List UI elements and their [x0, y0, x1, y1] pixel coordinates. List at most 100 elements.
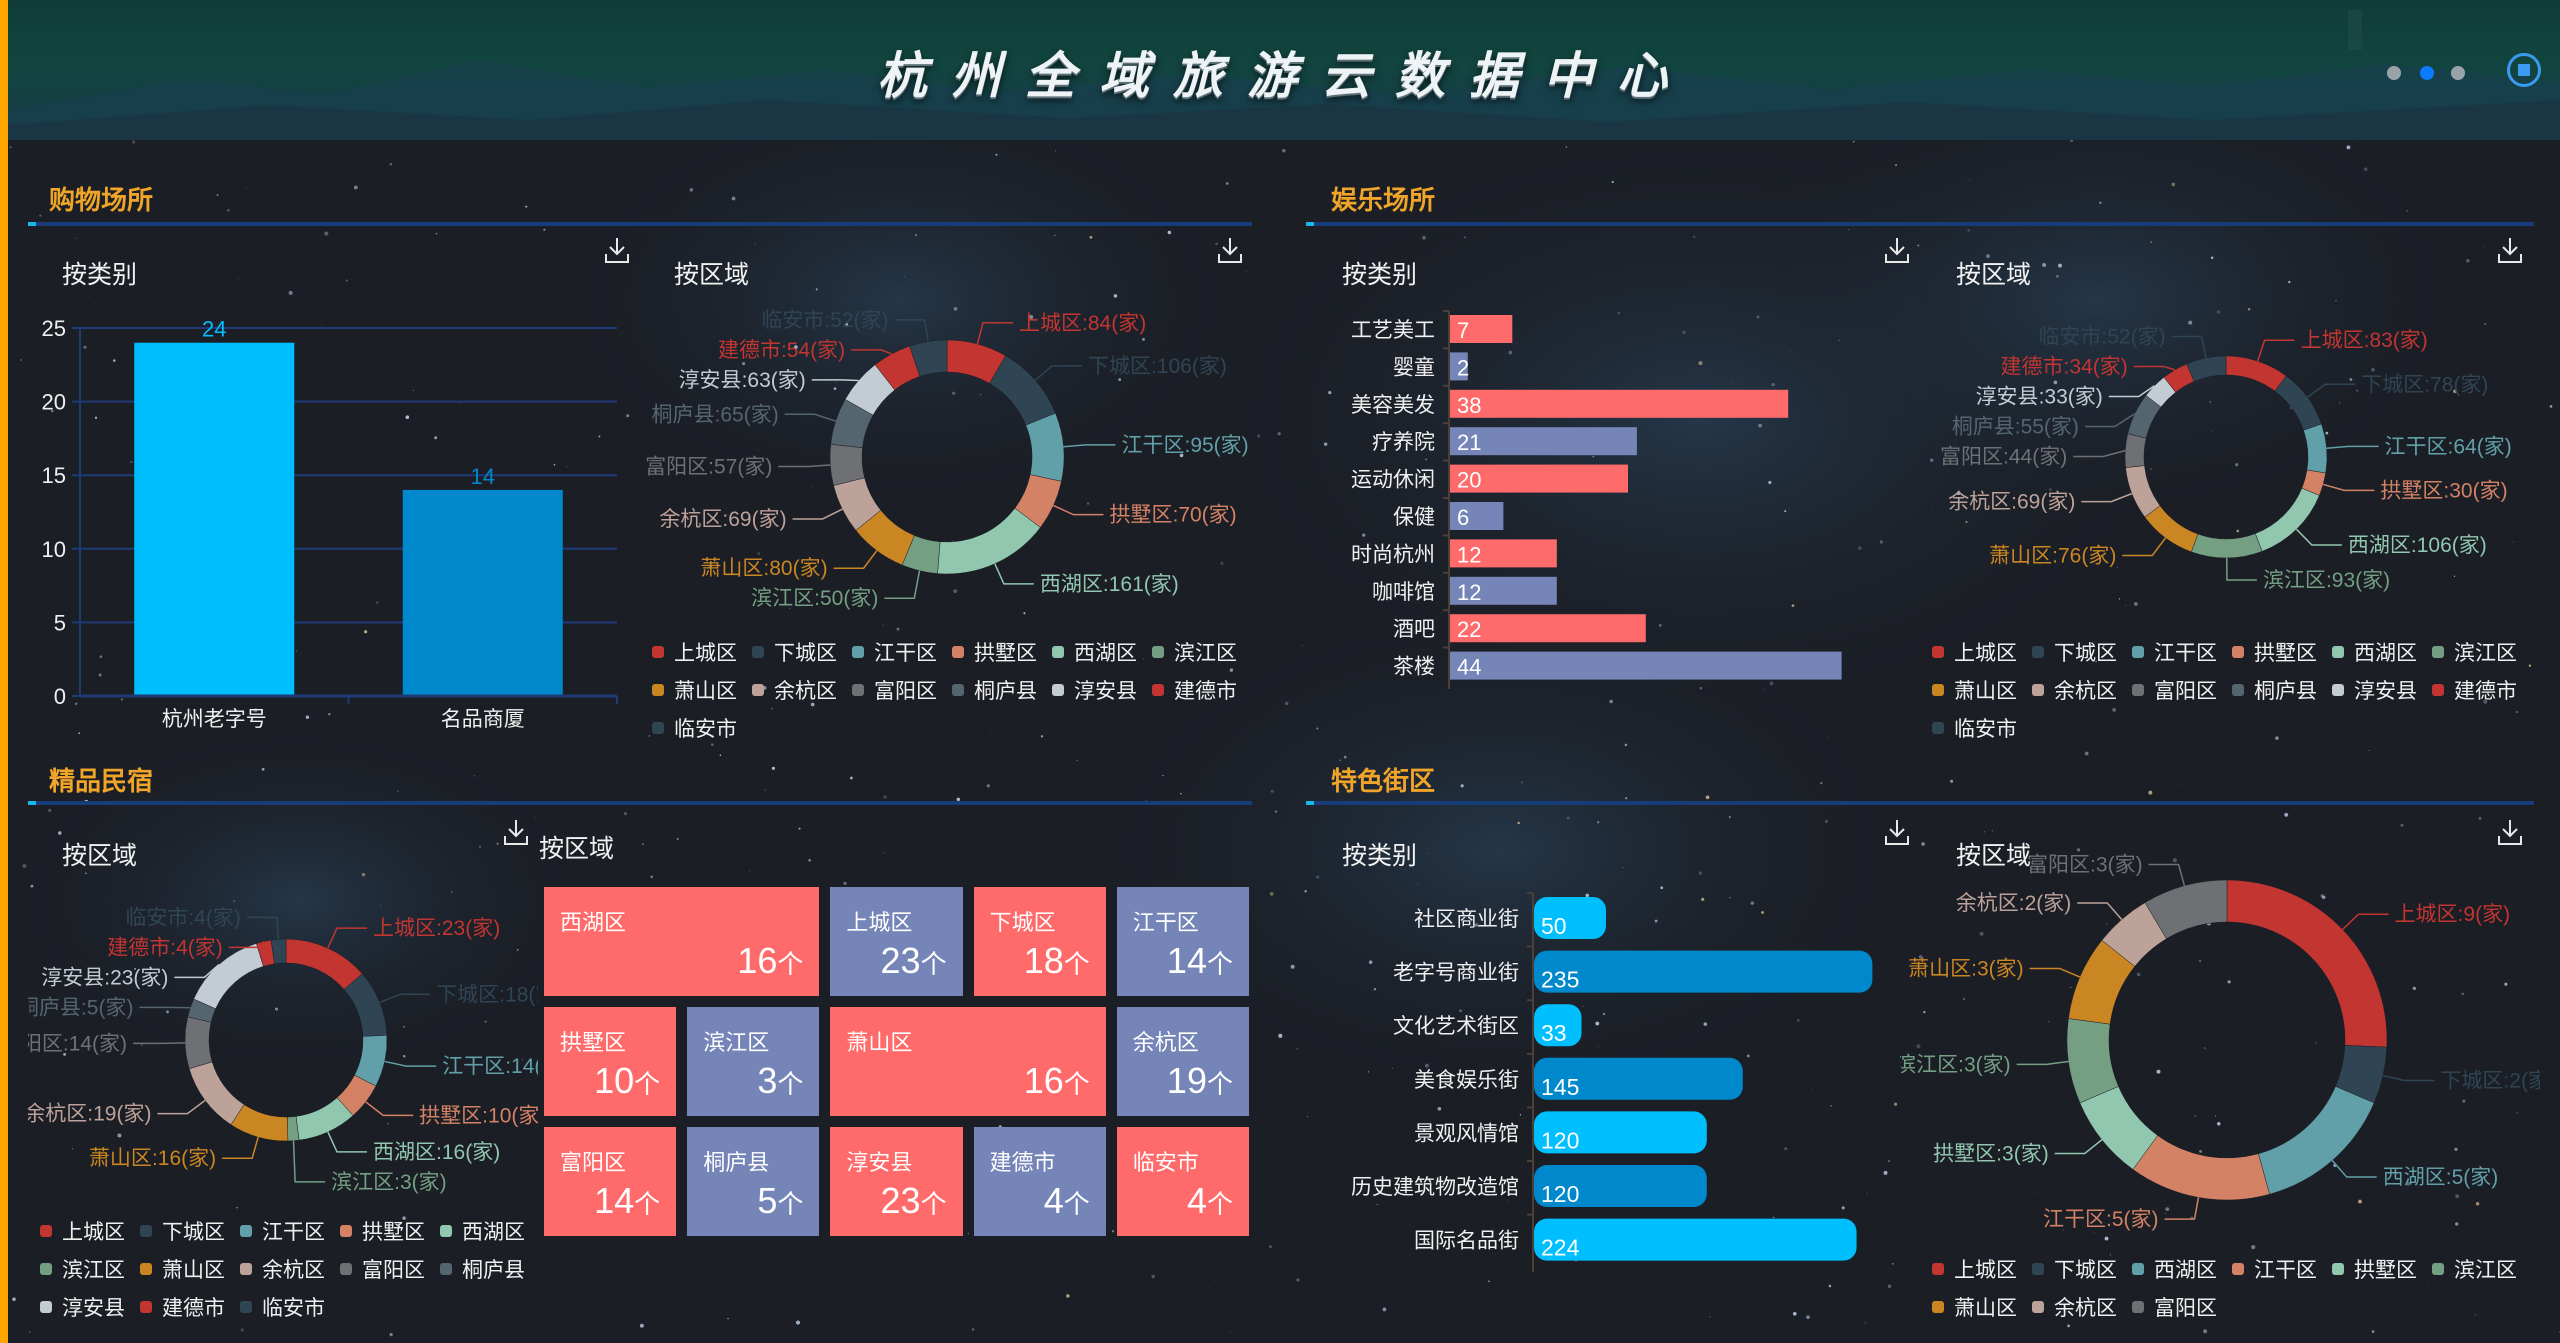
download-button[interactable]: [1884, 236, 1910, 264]
bar[interactable]: [1534, 897, 1606, 939]
bar[interactable]: [402, 489, 563, 696]
legend-item[interactable]: 萧山区: [652, 677, 752, 703]
legend-item[interactable]: 淳安县: [40, 1294, 140, 1320]
download-button[interactable]: [1884, 818, 1910, 846]
legend-item[interactable]: 西湖区: [2132, 1256, 2232, 1282]
treemap-cell[interactable]: 建德市 4个: [973, 1127, 1106, 1236]
legend-item[interactable]: 建德市: [1152, 677, 1252, 703]
bar[interactable]: [1450, 502, 1504, 530]
treemap-cell[interactable]: 桐庐县 5个: [687, 1127, 820, 1236]
legend-item[interactable]: 上城区: [1932, 1256, 2032, 1282]
legend-item[interactable]: 萧山区: [1932, 1294, 2032, 1320]
bar[interactable]: [1534, 1057, 1743, 1100]
legend-item[interactable]: 下城区: [752, 639, 852, 665]
page-dot-3[interactable]: [2451, 66, 2465, 80]
legend-item[interactable]: 富阳区: [2132, 1294, 2232, 1320]
legend-item[interactable]: 西湖区: [1052, 639, 1152, 665]
bar[interactable]: [1534, 1111, 1707, 1154]
donut-slice[interactable]: [2303, 423, 2328, 474]
bar[interactable]: [1450, 464, 1628, 493]
legend-item[interactable]: 西湖区: [440, 1218, 540, 1244]
bar[interactable]: [1450, 352, 1468, 381]
legend-item[interactable]: 桐庐县: [2232, 677, 2332, 703]
donut-slice[interactable]: [2226, 879, 2388, 1048]
autoplay-stop-button[interactable]: [2507, 53, 2541, 87]
treemap-cell[interactable]: 余杭区 19个: [1116, 1007, 1249, 1116]
legend-item[interactable]: 拱墅区: [2232, 639, 2332, 665]
legend-item[interactable]: 下城区: [2032, 1256, 2132, 1282]
donut-slice[interactable]: [2144, 505, 2199, 553]
legend-item[interactable]: 江干区: [852, 639, 952, 665]
treemap-cell[interactable]: 上城区 23个: [830, 887, 963, 996]
legend-item[interactable]: 滨江区: [1152, 639, 1252, 665]
legend-item[interactable]: 桐庐县: [952, 677, 1052, 703]
legend-item[interactable]: 萧山区: [140, 1256, 240, 1282]
legend-item[interactable]: 富阳区: [852, 677, 952, 703]
bar[interactable]: [1534, 950, 1873, 993]
donut-slice[interactable]: [2144, 879, 2228, 940]
legend-item[interactable]: 上城区: [40, 1218, 140, 1244]
legend-item[interactable]: 江干区: [240, 1218, 340, 1244]
bar[interactable]: [1450, 576, 1557, 605]
donut-slice[interactable]: [270, 938, 287, 965]
donut-slice[interactable]: [2124, 433, 2147, 468]
legend-item[interactable]: 临安市: [1932, 715, 2032, 741]
download-button[interactable]: [2497, 236, 2523, 264]
legend-item[interactable]: 临安市: [652, 715, 752, 741]
donut-slice[interactable]: [2258, 1086, 2375, 1195]
treemap-cell[interactable]: 淳安县 23个: [830, 1127, 963, 1236]
bar[interactable]: [134, 342, 295, 696]
page-dot-2[interactable]: [2420, 66, 2434, 80]
donut-slice[interactable]: [2125, 465, 2161, 518]
bar[interactable]: [1534, 1218, 1857, 1261]
legend-item[interactable]: 下城区: [2032, 639, 2132, 665]
bar[interactable]: [1450, 389, 1789, 418]
treemap-cell[interactable]: 拱墅区 10个: [544, 1007, 677, 1116]
treemap-cell[interactable]: 西湖区 16个: [544, 887, 820, 996]
download-button[interactable]: [1217, 236, 1243, 264]
bar[interactable]: [1450, 614, 1646, 643]
page-dot-1[interactable]: [2387, 66, 2401, 80]
legend-item[interactable]: 富阳区: [340, 1256, 440, 1282]
treemap-cell[interactable]: 江干区 14个: [1116, 887, 1249, 996]
legend-item[interactable]: 余杭区: [2032, 1294, 2132, 1320]
donut-slice[interactable]: [2274, 375, 2322, 431]
legend-item[interactable]: 拱墅区: [340, 1218, 440, 1244]
legend-item[interactable]: 拱墅区: [2332, 1256, 2432, 1282]
donut-slice[interactable]: [909, 339, 948, 377]
treemap-cell[interactable]: 下城区 18个: [973, 887, 1106, 996]
donut-slice[interactable]: [2132, 1135, 2270, 1201]
bar[interactable]: [1450, 539, 1557, 568]
legend-item[interactable]: 拱墅区: [952, 639, 1052, 665]
legend-item[interactable]: 建德市: [140, 1294, 240, 1320]
legend-item[interactable]: 萧山区: [1932, 677, 2032, 703]
bar[interactable]: [1450, 427, 1637, 456]
legend-item[interactable]: 西湖区: [2332, 639, 2432, 665]
download-button[interactable]: [2497, 818, 2523, 846]
donut-slice[interactable]: [989, 355, 1056, 426]
donut-slice[interactable]: [2186, 355, 2227, 382]
legend-item[interactable]: 建德市: [2432, 677, 2532, 703]
legend-item[interactable]: 上城区: [652, 639, 752, 665]
legend-item[interactable]: 临安市: [240, 1294, 340, 1320]
donut-slice[interactable]: [1025, 412, 1065, 482]
donut-slice[interactable]: [937, 507, 1041, 575]
download-button[interactable]: [503, 818, 529, 846]
donut-slice[interactable]: [285, 938, 363, 990]
donut-slice[interactable]: [188, 1061, 245, 1126]
bar[interactable]: [1450, 651, 1842, 680]
treemap-cell[interactable]: 萧山区 16个: [830, 1007, 1106, 1116]
legend-item[interactable]: 滨江区: [40, 1256, 140, 1282]
treemap-cell[interactable]: 临安市 4个: [1116, 1127, 1249, 1236]
treemap-cell[interactable]: 富阳区 14个: [544, 1127, 677, 1236]
legend-item[interactable]: 桐庐县: [440, 1256, 540, 1282]
bar[interactable]: [1534, 1165, 1707, 1207]
legend-item[interactable]: 滨江区: [2432, 1256, 2532, 1282]
bar[interactable]: [1450, 315, 1513, 343]
legend-item[interactable]: 江干区: [2132, 639, 2232, 665]
bar[interactable]: [1534, 1004, 1582, 1047]
legend-item[interactable]: 富阳区: [2132, 677, 2232, 703]
legend-item[interactable]: 淳安县: [1052, 677, 1152, 703]
legend-item[interactable]: 余杭区: [752, 677, 852, 703]
donut-slice[interactable]: [2191, 533, 2263, 559]
